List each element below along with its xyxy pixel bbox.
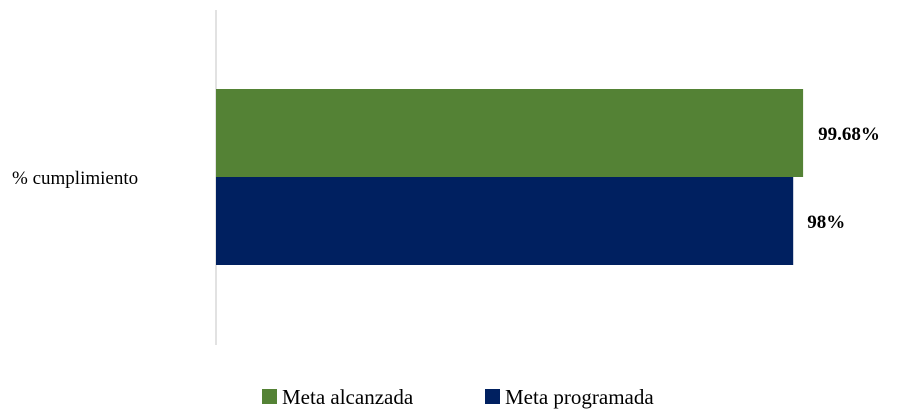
bar-meta-programada <box>216 177 794 265</box>
legend-swatch-meta-programada <box>485 389 500 404</box>
legend-label-meta-alcanzada: Meta alcanzada <box>282 385 414 409</box>
category-label: % cumplimiento <box>12 168 138 189</box>
legend-label-meta-programada: Meta programada <box>505 385 654 409</box>
data-label-meta-alcanzada: 99.68% <box>818 124 880 145</box>
bar-meta-alcanzada <box>216 89 804 177</box>
legend-swatch-meta-alcanzada <box>262 389 277 404</box>
data-label-meta-programada: 98% <box>807 212 845 233</box>
legend: Meta alcanzada Meta programada <box>262 385 654 409</box>
